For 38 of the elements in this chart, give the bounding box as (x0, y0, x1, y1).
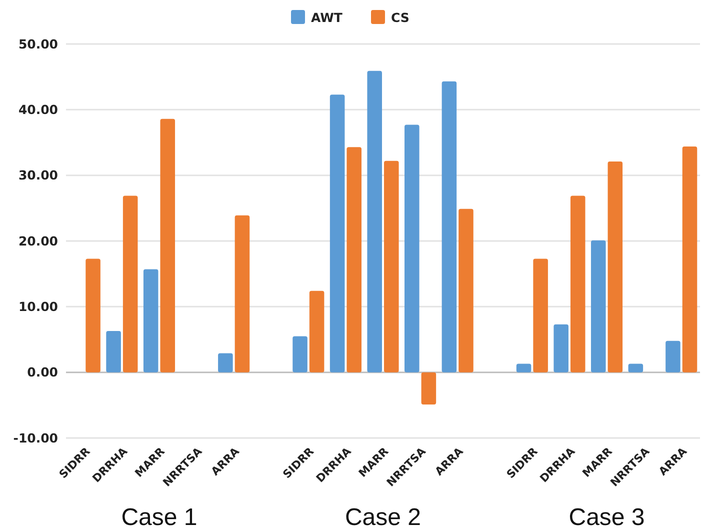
legend-label: CS (391, 10, 410, 25)
text: Case 3 (568, 504, 645, 531)
bar (143, 269, 158, 372)
y-tick-label: 10.00 (18, 299, 58, 314)
y-tick-label: 50.00 (18, 36, 58, 52)
bar (218, 353, 233, 372)
legend-label: AWT (311, 10, 343, 25)
bar (86, 258, 100, 372)
bar (442, 81, 457, 372)
bar (608, 162, 623, 372)
bar (590, 240, 606, 372)
bar (666, 340, 680, 372)
y-tick-label: 0.00 (27, 364, 58, 380)
bar (330, 94, 345, 372)
bar (516, 364, 532, 372)
bar (292, 336, 308, 372)
bar (458, 208, 474, 372)
bar (367, 70, 382, 372)
y-tick-label: -10.00 (13, 430, 58, 446)
bar (234, 215, 250, 372)
bar (554, 324, 568, 372)
bar (404, 124, 420, 372)
text: Case 1 (121, 504, 198, 531)
bar (384, 160, 399, 372)
bar (106, 330, 121, 372)
bar (160, 118, 176, 372)
bar (628, 364, 644, 372)
bar (682, 146, 698, 372)
y-tick-label: 40.00 (18, 102, 58, 118)
bar (346, 147, 362, 372)
y-tick-label: 20.00 (18, 233, 58, 248)
bar (309, 290, 324, 372)
bar (533, 258, 548, 372)
text: Case 2 (344, 504, 422, 531)
bar (122, 196, 138, 372)
y-tick-label: 30.00 (18, 168, 58, 183)
bar (421, 372, 436, 405)
bar (570, 196, 586, 372)
